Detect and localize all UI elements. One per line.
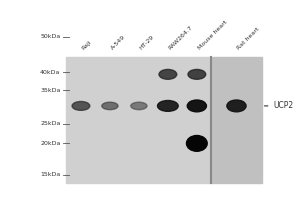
Ellipse shape (131, 102, 147, 110)
Ellipse shape (227, 100, 246, 112)
Ellipse shape (187, 100, 206, 112)
Ellipse shape (102, 102, 118, 110)
Ellipse shape (188, 69, 206, 79)
Text: HT-29: HT-29 (139, 34, 155, 51)
Text: 35kDa: 35kDa (40, 88, 61, 93)
Ellipse shape (72, 101, 90, 110)
Text: 20kDa: 20kDa (40, 141, 61, 146)
Ellipse shape (158, 100, 178, 111)
Ellipse shape (159, 69, 177, 79)
Text: Raji: Raji (81, 39, 93, 51)
Text: 25kDa: 25kDa (40, 121, 61, 126)
Text: 40kDa: 40kDa (40, 70, 61, 75)
Text: 50kDa: 50kDa (40, 34, 61, 39)
Bar (66, 57, 211, 183)
Text: A-549: A-549 (110, 34, 126, 51)
Text: RAW264.7: RAW264.7 (168, 25, 194, 51)
Ellipse shape (187, 136, 207, 151)
Text: 15kDa: 15kDa (40, 172, 61, 177)
Text: Rat heart: Rat heart (236, 26, 261, 51)
Bar (211, 57, 262, 183)
Text: UCP2: UCP2 (264, 101, 294, 110)
Text: Mouse heart: Mouse heart (197, 19, 228, 51)
